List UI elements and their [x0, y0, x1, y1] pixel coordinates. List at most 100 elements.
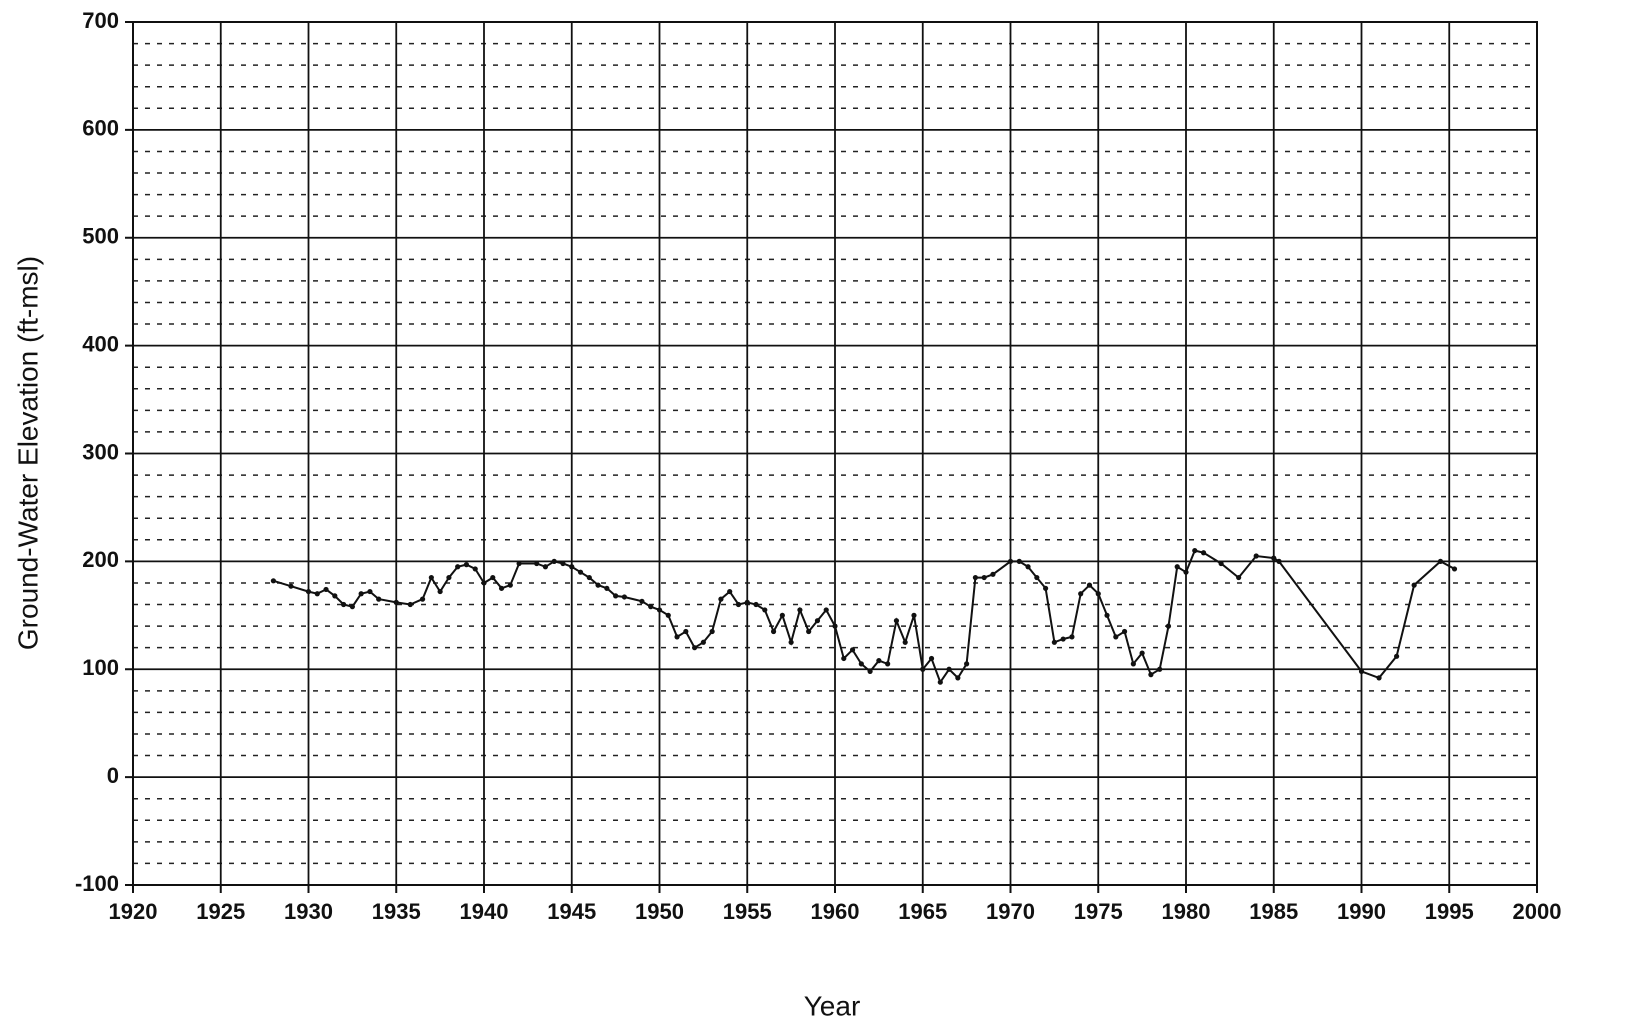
data-point	[1358, 668, 1365, 675]
data-point	[407, 601, 413, 608]
data-point	[288, 583, 294, 589]
x-tick-label: 1995	[1425, 899, 1474, 924]
data-point	[762, 607, 768, 613]
x-tick-label: 1965	[898, 899, 947, 924]
data-point	[463, 562, 470, 568]
data-point	[437, 588, 443, 595]
data-point	[446, 574, 452, 581]
data-point	[1165, 623, 1172, 629]
data-point	[507, 582, 513, 588]
y-tick-label: -100	[75, 871, 119, 896]
x-tick-label: 1920	[109, 899, 158, 924]
data-point	[937, 679, 943, 685]
data-point	[472, 566, 478, 572]
data-point	[867, 668, 873, 675]
y-tick-label: 500	[82, 224, 119, 249]
data-point	[700, 639, 706, 645]
data-point	[858, 661, 864, 667]
data-point	[911, 612, 917, 618]
data-point	[727, 588, 733, 595]
data-point	[885, 661, 891, 667]
data-point	[332, 593, 338, 599]
data-point	[1148, 672, 1154, 678]
data-point	[1025, 564, 1031, 570]
data-point	[560, 560, 566, 567]
data-point	[393, 599, 399, 605]
data-point	[849, 647, 856, 653]
data-point	[946, 666, 952, 672]
data-point	[376, 596, 382, 602]
data-point	[490, 574, 496, 581]
data-point	[1411, 582, 1417, 588]
data-point	[305, 588, 312, 595]
data-point	[876, 658, 882, 664]
data-point	[832, 623, 838, 629]
data-point	[656, 607, 663, 613]
data-point	[1218, 560, 1224, 567]
data-point	[1104, 612, 1110, 618]
data-point	[920, 666, 926, 672]
data-point	[981, 574, 987, 581]
data-point	[621, 594, 628, 600]
data-point	[341, 601, 347, 608]
data-point	[455, 564, 461, 570]
data-point	[1376, 675, 1382, 681]
data-point	[665, 612, 671, 618]
data-point	[718, 596, 724, 602]
x-tick-label: 1955	[723, 899, 772, 924]
data-point	[806, 628, 812, 635]
data-point	[586, 574, 592, 581]
data-point	[1451, 566, 1458, 572]
y-tick-label: 700	[82, 8, 119, 33]
data-point	[1130, 661, 1136, 667]
data-point	[692, 645, 698, 651]
data-point	[779, 612, 785, 618]
x-tick-label: 1980	[1162, 899, 1211, 924]
y-tick-label: 200	[82, 547, 119, 572]
data-point	[1276, 558, 1282, 564]
data-point	[797, 607, 803, 613]
data-point	[595, 582, 601, 588]
data-point	[744, 599, 750, 605]
data-point	[1113, 634, 1119, 640]
data-point	[841, 655, 847, 662]
y-tick-label: 100	[82, 655, 119, 680]
data-point	[349, 604, 355, 610]
data-point	[498, 585, 505, 591]
data-point	[788, 639, 794, 645]
data-point	[770, 628, 777, 635]
data-point	[683, 628, 689, 635]
data-point	[323, 586, 329, 593]
x-tick-label: 1960	[811, 899, 860, 924]
x-tick-label: 1930	[284, 899, 333, 924]
x-tick-label: 2000	[1513, 899, 1562, 924]
data-point	[534, 560, 540, 567]
data-point	[1121, 628, 1128, 635]
data-point	[1394, 653, 1400, 659]
data-point	[428, 574, 434, 581]
data-point	[753, 601, 759, 608]
data-point	[613, 593, 619, 599]
data-point	[1043, 585, 1049, 591]
data-point	[1016, 558, 1022, 564]
x-axis-title: Year	[804, 990, 861, 1021]
data-point	[639, 598, 645, 604]
y-tick-label: 300	[82, 439, 119, 464]
y-tick-label: 600	[82, 116, 119, 141]
data-point	[551, 558, 557, 564]
data-point	[735, 601, 742, 608]
data-point	[902, 639, 908, 645]
data-point	[990, 571, 996, 577]
data-point	[1034, 574, 1040, 581]
data-point	[1051, 639, 1057, 645]
x-tick-label: 1935	[372, 899, 421, 924]
data-point	[1069, 634, 1075, 640]
x-tick-label: 1985	[1249, 899, 1298, 924]
x-tick-label: 1990	[1337, 899, 1386, 924]
data-point	[814, 618, 821, 624]
data-point	[1078, 591, 1084, 597]
data-point	[1157, 666, 1163, 672]
data-point	[1183, 569, 1189, 575]
data-point	[1437, 558, 1444, 564]
